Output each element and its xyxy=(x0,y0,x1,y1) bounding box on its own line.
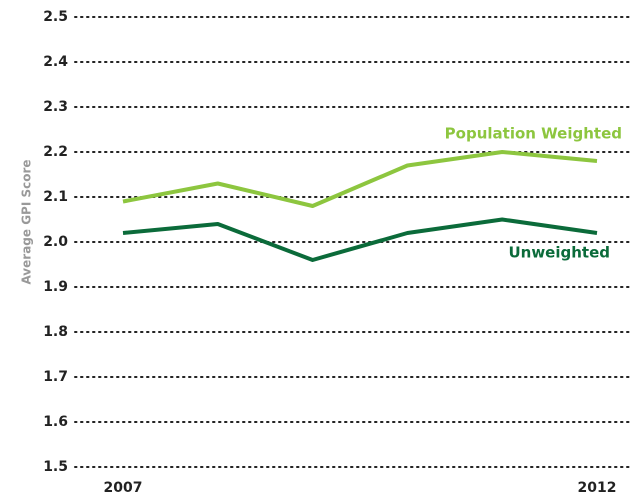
y-axis-title: Average GPI Score xyxy=(20,159,34,284)
y-tick-label: 2.4 xyxy=(43,54,68,70)
y-tick-label: 1.9 xyxy=(43,279,68,295)
line xyxy=(122,217,598,262)
y-tick-label: 1.8 xyxy=(43,324,68,340)
line xyxy=(122,150,598,208)
series-label: Population Weighted xyxy=(445,125,622,143)
y-tick-label: 2.3 xyxy=(43,99,68,115)
x-tick-label: 2012 xyxy=(578,480,617,496)
x-tick-label: 2007 xyxy=(104,480,143,496)
y-tick-label: 2.1 xyxy=(43,189,68,205)
y-tick-label: 2.2 xyxy=(43,144,68,160)
y-tick-label: 1.6 xyxy=(43,414,68,430)
y-tick-label: 2.0 xyxy=(43,234,68,250)
y-tick-label: 1.7 xyxy=(43,369,68,385)
series-label: Unweighted xyxy=(508,244,610,262)
y-tick-label: 1.5 xyxy=(43,459,68,475)
y-tick-label: 2.5 xyxy=(43,9,68,25)
